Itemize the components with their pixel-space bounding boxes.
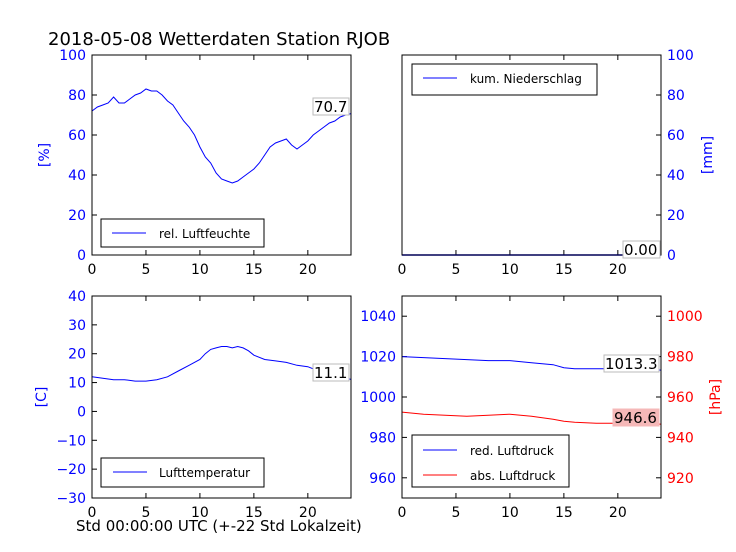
absolute-pressure-end-label: 946.6 bbox=[614, 409, 657, 427]
y-tick-label: 20 bbox=[68, 347, 86, 363]
x-tick-label: 5 bbox=[141, 262, 150, 278]
humidity-y-axis-label: [%] bbox=[37, 143, 53, 167]
temperature-legend: Lufttemperatur bbox=[100, 457, 265, 488]
y-tick-label: 40 bbox=[68, 289, 86, 305]
y-tick-label: 980 bbox=[369, 430, 396, 446]
reduced-pressure-end-label: 1013.3 bbox=[605, 355, 658, 373]
y-tick-label: 940 bbox=[667, 430, 694, 446]
precipitation-panel: 0 5 10 15 20 0 20 40 60 80 100 [mm] kum. Niedersch… bbox=[398, 48, 716, 278]
reduced-pressure-end-label-box bbox=[603, 354, 660, 373]
absolute-pressure-end-label-box bbox=[612, 408, 660, 427]
x-tick-label: 0 bbox=[398, 505, 407, 521]
y-tick-label: −10 bbox=[56, 433, 86, 449]
y-tick-label: −30 bbox=[56, 491, 86, 507]
pressure-plot-frame bbox=[401, 295, 662, 499]
temperature-end-label: 11.1 bbox=[314, 364, 347, 382]
x-tick-label: 15 bbox=[245, 262, 263, 278]
x-tick-label: 20 bbox=[299, 262, 317, 278]
y-tick-label: 100 bbox=[667, 48, 694, 64]
precipitation-end-label-box bbox=[622, 240, 661, 259]
y-tick-label: 0 bbox=[77, 404, 86, 420]
x-tick-label: 10 bbox=[501, 262, 519, 278]
y-tick-label: 0 bbox=[77, 248, 86, 264]
precipitation-plot-frame bbox=[401, 54, 662, 256]
pressure-y-axis-label: [hPa] bbox=[708, 379, 724, 415]
y-tick-label: 1000 bbox=[667, 309, 703, 325]
y-tick-label: 920 bbox=[667, 471, 694, 487]
humidity-panel: 0 5 10 15 20 0 20 40 60 80 100 [%] rel. Luftfeucht… bbox=[37, 48, 352, 278]
y-tick-label: 80 bbox=[667, 88, 685, 104]
y-tick-label: 60 bbox=[667, 128, 685, 144]
temperature-y-axis-label: [C] bbox=[34, 387, 50, 408]
precipitation-y-axis-label: [mm] bbox=[700, 136, 716, 174]
temperature-plot-frame bbox=[91, 295, 352, 499]
x-tick-label: 5 bbox=[451, 505, 460, 521]
humidity-series-line bbox=[91, 88, 352, 184]
x-tick-label: 10 bbox=[501, 505, 519, 521]
x-tick-label: 0 bbox=[88, 262, 97, 278]
x-tick-label: 10 bbox=[191, 262, 209, 278]
y-tick-label: 40 bbox=[68, 168, 86, 184]
x-tick-label: 10 bbox=[191, 505, 209, 521]
x-tick-label: 5 bbox=[141, 505, 150, 521]
y-tick-label: −20 bbox=[56, 462, 86, 478]
precipitation-legend-box bbox=[411, 63, 598, 96]
x-tick-label: 20 bbox=[299, 505, 317, 521]
y-tick-label: 40 bbox=[667, 168, 685, 184]
pressure-panel: 0 5 10 15 20 960 980 1000 1020 1040 920 940 960 980 10… bbox=[360, 295, 724, 521]
temperature-legend-label: Lufttemperatur bbox=[159, 466, 250, 480]
humidity-end-label-box bbox=[312, 97, 350, 116]
temperature-panel: 0 5 10 15 20 −30 −20 −10 0 10 20 30 40 [C] Lufttempe… bbox=[34, 289, 362, 535]
x-tick-label: 20 bbox=[609, 262, 627, 278]
pressure-legend: red. Luftdruck abs. Luftdruck bbox=[411, 434, 570, 488]
y-tick-label: 60 bbox=[68, 128, 86, 144]
y-tick-label: 960 bbox=[369, 471, 396, 487]
temperature-series-line bbox=[91, 345, 352, 382]
y-tick-label: 80 bbox=[68, 88, 86, 104]
x-tick-label: 20 bbox=[609, 505, 627, 521]
x-tick-label: 5 bbox=[451, 262, 460, 278]
temperature-end-label-box bbox=[312, 363, 350, 382]
y-tick-label: 20 bbox=[68, 208, 86, 224]
y-tick-label: 20 bbox=[667, 208, 685, 224]
reduced-pressure-legend-label: red. Luftdruck bbox=[470, 444, 554, 458]
precipitation-legend: kum. Niederschlag bbox=[411, 63, 598, 96]
x-tick-label: 0 bbox=[398, 262, 407, 278]
x-tick-label: 15 bbox=[555, 505, 573, 521]
y-tick-label: 1040 bbox=[360, 309, 396, 325]
humidity-legend: rel. Luftfeuchte bbox=[100, 218, 265, 248]
x-axis-label: Std 00:00:00 UTC (+-22 Std Lokalzeit) bbox=[76, 517, 362, 535]
absolute-pressure-legend-label: abs. Luftdruck bbox=[470, 469, 555, 483]
y-tick-label: 980 bbox=[667, 350, 694, 366]
pressure-legend-box bbox=[411, 434, 570, 488]
y-tick-label: 30 bbox=[68, 318, 86, 334]
y-tick-label: 10 bbox=[68, 376, 86, 392]
y-tick-label: 0 bbox=[667, 248, 676, 264]
humidity-end-label: 70.7 bbox=[314, 98, 347, 116]
y-tick-label: 960 bbox=[667, 390, 694, 406]
humidity-plot-frame bbox=[91, 54, 352, 256]
y-tick-label: 1000 bbox=[360, 390, 396, 406]
x-tick-label: 0 bbox=[88, 505, 97, 521]
precipitation-legend-label: kum. Niederschlag bbox=[470, 72, 582, 86]
humidity-legend-label: rel. Luftfeuchte bbox=[159, 227, 250, 241]
y-tick-label: 1020 bbox=[360, 350, 396, 366]
chart-title: 2018-05-08 Wetterdaten Station RJOB bbox=[48, 29, 390, 50]
y-tick-label: 100 bbox=[59, 48, 86, 64]
precipitation-end-label: 0.00 bbox=[624, 241, 657, 259]
x-tick-label: 15 bbox=[245, 505, 263, 521]
x-tick-label: 15 bbox=[555, 262, 573, 278]
